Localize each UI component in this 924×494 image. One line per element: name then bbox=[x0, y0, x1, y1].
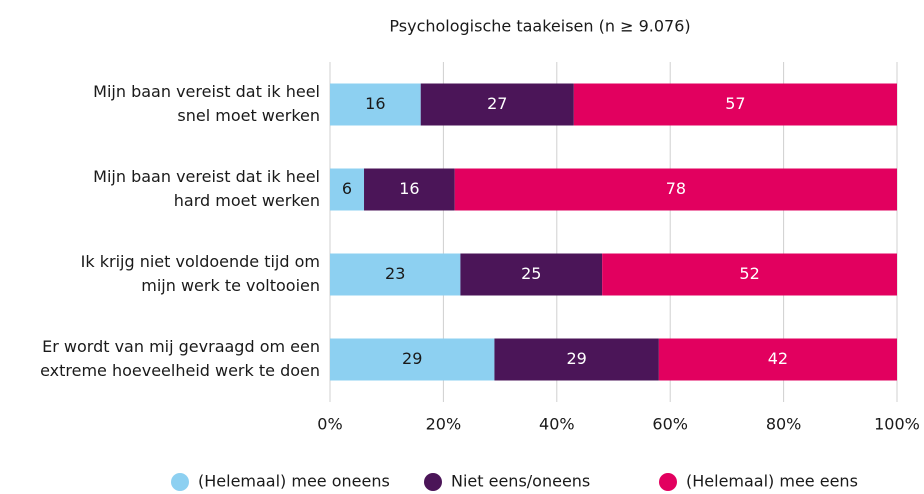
x-tick-label: 100% bbox=[874, 415, 920, 434]
y-tick-label: hard moet werken bbox=[174, 191, 320, 210]
legend-marker bbox=[424, 473, 442, 491]
bar-segment bbox=[573, 83, 897, 126]
data-label: 23 bbox=[385, 264, 405, 283]
bar-segment bbox=[460, 253, 603, 296]
data-label: 42 bbox=[768, 349, 788, 368]
data-label: 52 bbox=[739, 264, 759, 283]
bar-segment bbox=[658, 338, 897, 381]
x-tick-label: 80% bbox=[766, 415, 802, 434]
chart-title: Psychologische taakeisen (n ≥ 9.076) bbox=[389, 17, 690, 36]
bar-segment bbox=[454, 168, 897, 211]
legend-marker bbox=[171, 473, 189, 491]
data-label: 25 bbox=[521, 264, 541, 283]
data-label: 27 bbox=[487, 94, 507, 113]
bar-segment bbox=[330, 83, 421, 126]
bar-segment bbox=[602, 253, 897, 296]
data-label: 6 bbox=[342, 179, 352, 198]
bar-segment bbox=[420, 83, 574, 126]
x-tick-label: 40% bbox=[539, 415, 575, 434]
bar-segment bbox=[330, 168, 365, 211]
y-tick-label: snel moet werken bbox=[177, 106, 320, 125]
y-tick-label: Er wordt van mij gevraagd om een bbox=[42, 337, 320, 356]
y-tick-label: extreme hoeveelheid werk te doen bbox=[40, 361, 320, 380]
legend-marker bbox=[659, 473, 677, 491]
data-label: 57 bbox=[725, 94, 745, 113]
legend-label: Niet eens/oneens bbox=[451, 472, 590, 491]
bar-segment bbox=[364, 168, 455, 211]
x-tick-label: 0% bbox=[317, 415, 342, 434]
bar-segment bbox=[494, 338, 659, 381]
data-label: 16 bbox=[399, 179, 419, 198]
data-label: 29 bbox=[566, 349, 586, 368]
legend-label: (Helemaal) mee oneens bbox=[198, 472, 390, 491]
x-tick-label: 60% bbox=[652, 415, 688, 434]
data-label: 16 bbox=[365, 94, 385, 113]
y-tick-label: mijn werk te voltooien bbox=[141, 276, 320, 295]
bar-segment bbox=[330, 253, 461, 296]
legend-label: (Helemaal) mee eens bbox=[686, 472, 858, 491]
y-tick-label: Mijn baan vereist dat ik heel bbox=[93, 82, 320, 101]
bar-segment bbox=[330, 338, 495, 381]
y-tick-label: Ik krijg niet voldoende tijd om bbox=[81, 252, 320, 271]
data-label: 78 bbox=[666, 179, 686, 198]
x-tick-label: 20% bbox=[426, 415, 462, 434]
y-tick-label: Mijn baan vereist dat ik heel bbox=[93, 167, 320, 186]
data-label: 29 bbox=[402, 349, 422, 368]
